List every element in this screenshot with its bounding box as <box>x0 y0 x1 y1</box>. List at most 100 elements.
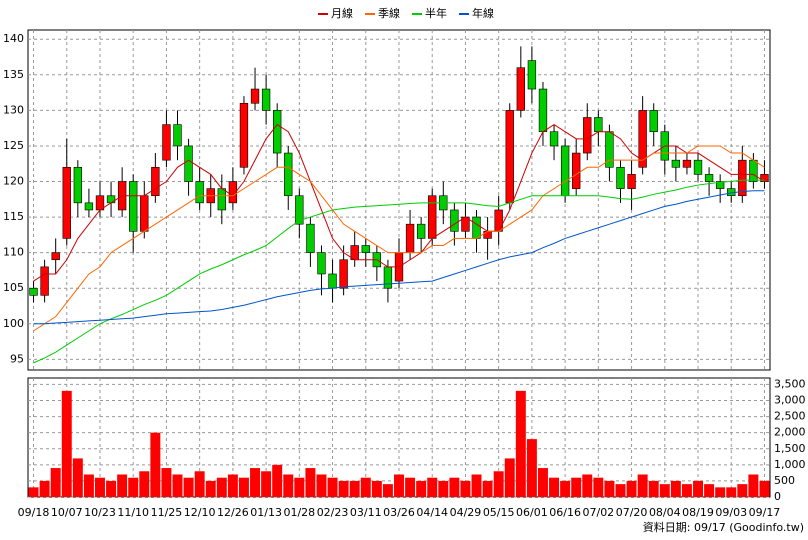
volume-bar <box>172 474 183 497</box>
candle-body <box>361 245 370 253</box>
volume-bar <box>194 471 205 497</box>
x-tick-label: 01/28 <box>283 506 315 519</box>
candle-body <box>228 181 238 204</box>
y-tick-label: 105 <box>3 281 24 294</box>
moving-average-line <box>33 145 765 332</box>
candle-body <box>84 202 94 211</box>
candle-body <box>261 88 271 111</box>
x-tick-label: 08/19 <box>682 506 714 519</box>
candle-body <box>217 188 226 211</box>
candle-body <box>40 266 49 296</box>
volume-bar <box>294 477 305 497</box>
volume-bar <box>593 477 604 497</box>
y2-tick-label: 1,000 <box>774 458 806 471</box>
volume-bar <box>238 477 249 497</box>
candle-body <box>184 145 193 182</box>
volume-bar <box>626 480 637 497</box>
x-tick-label: 09/17 <box>749 506 781 519</box>
y-tick-label: 135 <box>3 68 24 81</box>
y2-tick-label: 500 <box>774 474 795 487</box>
volume-bar <box>128 477 139 497</box>
candle-body <box>129 181 138 232</box>
candle-body <box>715 181 725 189</box>
candle-body <box>704 174 714 182</box>
y2-tick-label: 0 <box>774 490 781 503</box>
volume-bar <box>216 477 227 497</box>
volume-bar <box>504 458 515 497</box>
x-tick-label: 04/14 <box>416 506 448 519</box>
x-tick-label: 07/20 <box>616 506 648 519</box>
volume-bar <box>382 484 393 497</box>
volume-bar <box>526 439 537 497</box>
candle-body <box>73 166 83 204</box>
volume-bar <box>759 480 770 497</box>
volume-bar <box>161 468 172 497</box>
candle-body <box>162 124 171 161</box>
x-tick-label: 05/15 <box>483 506 515 519</box>
legend-label: 半年 <box>425 6 447 20</box>
candle-body <box>671 159 681 168</box>
volume-bar <box>438 480 449 497</box>
candle-body <box>538 88 548 133</box>
candle-body <box>560 145 570 197</box>
candle-body <box>549 131 559 147</box>
volume-bar <box>482 480 493 497</box>
volume-bar <box>670 480 681 497</box>
volume-bar <box>681 484 692 497</box>
volume-bar <box>338 480 349 497</box>
volume-bar <box>427 477 438 497</box>
candle-body <box>106 195 116 204</box>
candle-body <box>295 195 304 225</box>
volume-bar <box>604 480 615 497</box>
volume-bar <box>305 468 316 497</box>
volume-bar <box>748 474 759 497</box>
volume-bar <box>272 464 283 497</box>
volume-bar <box>637 474 648 497</box>
x-tick-label: 11/10 <box>117 506 149 519</box>
volume-bar <box>471 474 482 497</box>
moving-average-line <box>33 190 765 325</box>
y-tick-label: 100 <box>3 317 24 330</box>
candle-body <box>738 159 747 197</box>
volume-bar <box>183 477 194 497</box>
candle-body <box>273 110 282 154</box>
volume-bar <box>704 484 715 497</box>
volume-bar <box>493 471 504 497</box>
candle-body <box>450 209 459 232</box>
legend-label: 年線 <box>472 6 494 20</box>
volume-bar <box>737 484 748 497</box>
volume-bar <box>537 468 548 497</box>
volume-bar <box>582 474 593 497</box>
data-date-note: 資料日期: 09/17 (Goodinfo.tw) <box>643 520 804 534</box>
candle-body <box>472 216 481 239</box>
candle-body <box>284 152 293 197</box>
candle-body <box>317 252 326 275</box>
y2-tick-label: 2,500 <box>774 410 806 423</box>
candle-body <box>749 159 758 182</box>
x-tick-label: 12/26 <box>217 506 249 519</box>
volume-bar <box>615 484 626 497</box>
volume-bar <box>50 468 61 497</box>
x-tick-label: 08/04 <box>649 506 681 519</box>
volume-bar <box>549 477 560 497</box>
legend-label: 月線 <box>331 6 353 20</box>
moving-average-line <box>33 179 765 364</box>
y-tick-label: 110 <box>3 246 24 259</box>
volume-bar <box>693 480 703 497</box>
volume-bar <box>28 487 39 497</box>
candle-body <box>627 174 636 189</box>
candle-body <box>572 152 581 189</box>
candle-body <box>682 159 692 168</box>
y-tick-label: 120 <box>3 175 24 188</box>
candle-body <box>483 230 492 239</box>
volume-bar <box>394 474 404 497</box>
x-tick-label: 11/25 <box>151 506 183 519</box>
candle-body <box>416 223 426 239</box>
volume-bar <box>371 480 382 497</box>
volume-bar <box>648 480 659 497</box>
x-tick-label: 10/23 <box>84 506 116 519</box>
candle-body <box>62 166 71 239</box>
x-tick-label: 03/11 <box>350 506 382 519</box>
x-tick-label: 04/29 <box>450 506 482 519</box>
volume-bar <box>39 480 50 497</box>
